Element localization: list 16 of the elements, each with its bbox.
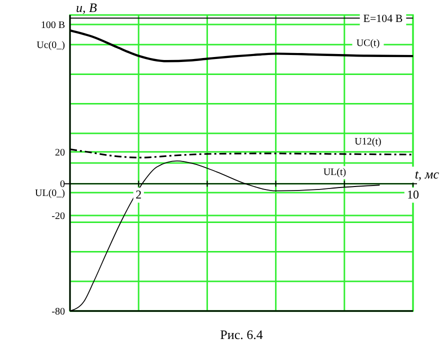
- y-axis-title: u, В: [76, 0, 97, 15]
- y-tick-label: -20: [52, 211, 65, 222]
- x-axis-title: t, мс: [414, 166, 440, 182]
- y-tick-label: Uc(0_): [36, 40, 65, 52]
- series-label: U12(t): [354, 136, 382, 148]
- y-tick-label: 20: [55, 147, 65, 158]
- ref-line-label: E=104 В: [363, 13, 403, 26]
- series-label: UC(t): [356, 38, 380, 50]
- x-tick-label: 2: [136, 188, 142, 202]
- y-tick-label: 0: [60, 179, 65, 190]
- text: Рис. 6.4: [220, 327, 264, 342]
- y-tick-label: UL(0_): [35, 188, 65, 200]
- x-tick-label: 10: [407, 188, 419, 202]
- y-tick-label: 100 В: [40, 20, 66, 32]
- y-tick-label: -80: [52, 306, 65, 318]
- series-label: UL(t): [323, 167, 346, 178]
